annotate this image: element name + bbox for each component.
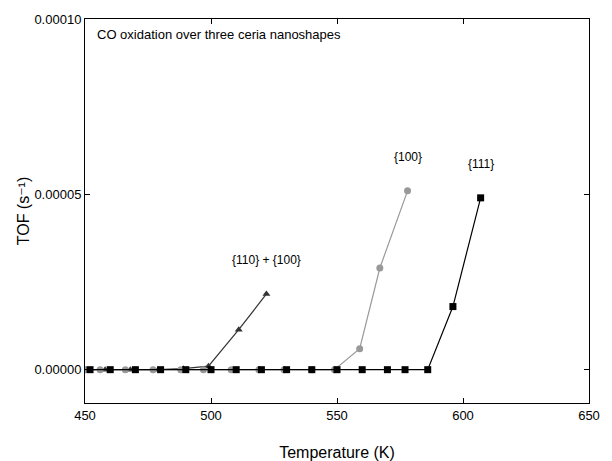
svg-text:550: 550 [326,408,348,423]
svg-text:{100}: {100} [394,150,422,164]
svg-text:0.00005: 0.00005 [34,187,81,202]
svg-text:0.00010: 0.00010 [34,12,81,27]
svg-text:600: 600 [452,408,474,423]
svg-text:650: 650 [578,408,600,423]
svg-text:CO oxidation over three ceria: CO oxidation over three ceria nanoshapes [97,27,341,42]
svg-text:450: 450 [74,408,96,423]
svg-text:{111}: {111} [468,157,494,171]
svg-text:Temperature (K): Temperature (K) [279,444,395,461]
svg-text:500: 500 [200,408,222,423]
svg-text:TOF (s⁻¹): TOF (s⁻¹) [15,177,32,246]
svg-text:0.00000: 0.00000 [34,362,81,377]
svg-text:{110} + {100}: {110} + {100} [232,253,301,267]
